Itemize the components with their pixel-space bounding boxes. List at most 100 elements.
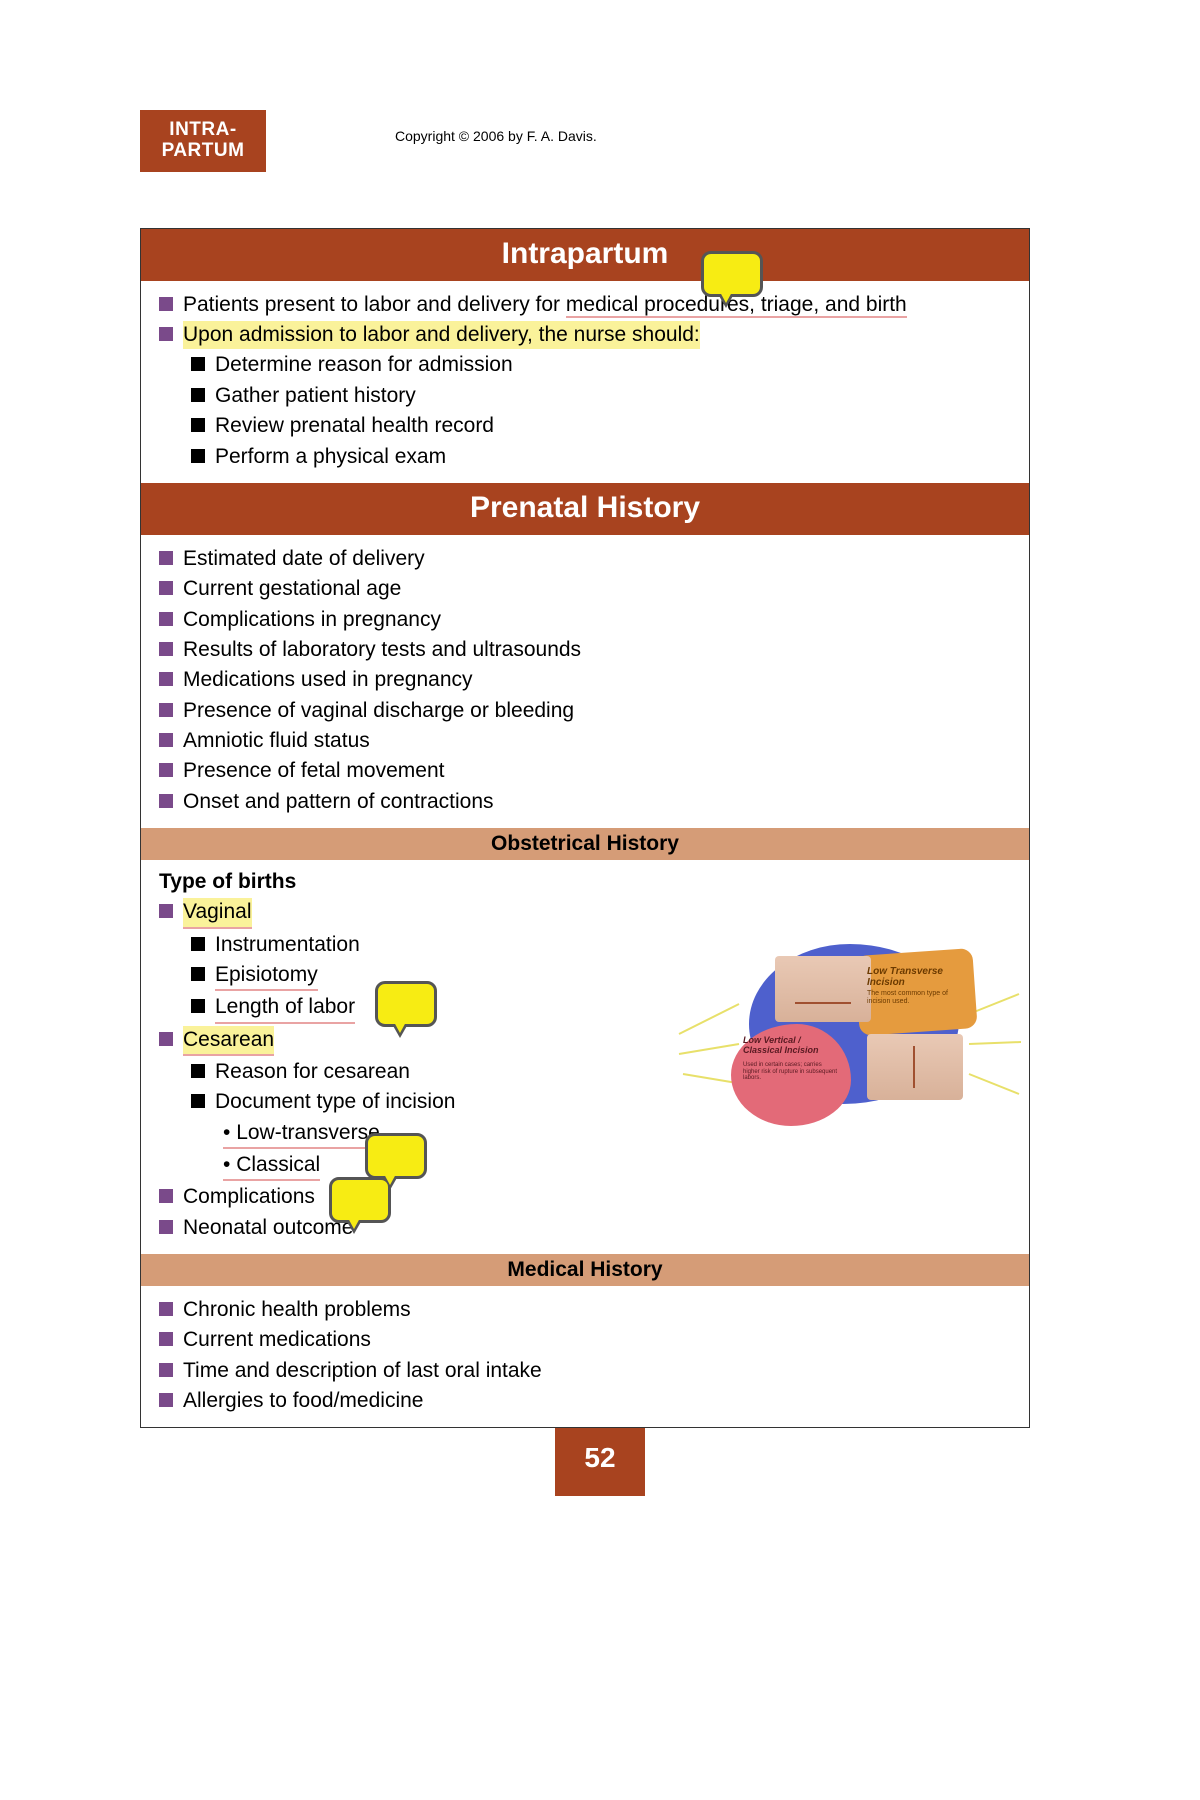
section-tab: INTRA- PARTUM bbox=[140, 110, 266, 172]
intrapartum-body: Patients present to labor and delivery f… bbox=[141, 281, 1029, 483]
comment-icon[interactable] bbox=[365, 1133, 427, 1179]
list-item: Estimated date of delivery bbox=[159, 545, 1011, 573]
intrapartum-header: Intrapartum bbox=[141, 229, 1029, 281]
list-item: Current gestational age bbox=[159, 575, 1011, 603]
list-item: Review prenatal health record bbox=[191, 412, 1011, 440]
square-bullet-icon bbox=[159, 297, 173, 311]
square-bullet-icon bbox=[159, 763, 173, 777]
list-item: Complications of birth bbox=[159, 1183, 1011, 1211]
square-bullet-icon bbox=[159, 1032, 173, 1046]
square-bullet-icon bbox=[159, 1332, 173, 1346]
square-bullet-icon bbox=[191, 1094, 205, 1108]
comment-icon[interactable] bbox=[329, 1177, 391, 1223]
text: Determine reason for admission bbox=[215, 351, 513, 379]
list-item: Vaginal bbox=[159, 898, 1011, 928]
list-item: Current medications bbox=[159, 1326, 1011, 1354]
text: Amniotic fluid status bbox=[183, 727, 370, 755]
square-bullet-icon bbox=[159, 672, 173, 686]
text: Medications used in pregnancy bbox=[183, 666, 473, 694]
square-bullet-icon bbox=[159, 581, 173, 595]
list-item: Onset and pattern of contractions bbox=[159, 788, 1011, 816]
square-bullet-icon bbox=[159, 1393, 173, 1407]
comment-icon[interactable] bbox=[375, 981, 437, 1027]
text: Estimated date of delivery bbox=[183, 545, 425, 573]
text-frag: Complications bbox=[183, 1185, 321, 1208]
obstetrical-body: Low Transverse Incision The most common … bbox=[141, 860, 1029, 1254]
text: Complications in pregnancy bbox=[183, 606, 441, 634]
document-page: INTRA- PARTUM Copyright © 2006 by F. A. … bbox=[0, 0, 1200, 1556]
square-bullet-icon bbox=[191, 1064, 205, 1078]
square-bullet-icon bbox=[191, 418, 205, 432]
highlighted-text: Cesarean bbox=[183, 1026, 274, 1056]
text-frag: Patients present to labor and delivery f… bbox=[183, 293, 566, 316]
underlined-text: Low-transverse bbox=[223, 1119, 380, 1149]
list-item: Presence of vaginal discharge or bleedin… bbox=[159, 697, 1011, 725]
incision-photo-vertical bbox=[867, 1034, 963, 1100]
text: Instrumentation bbox=[215, 931, 360, 959]
square-bullet-icon bbox=[191, 388, 205, 402]
square-bullet-icon bbox=[159, 1302, 173, 1316]
underlined-text: Classical bbox=[223, 1151, 320, 1181]
list-item: Upon admission to labor and delivery, th… bbox=[159, 321, 1011, 349]
square-bullet-icon bbox=[159, 1189, 173, 1203]
square-bullet-icon bbox=[159, 612, 173, 626]
prenatal-header: Prenatal History bbox=[141, 483, 1029, 535]
list-item: Patients present to labor and delivery f… bbox=[159, 291, 1011, 319]
list-item: Neonatal outcome bbox=[159, 1214, 1011, 1242]
list-item: Chronic health problems bbox=[159, 1296, 1011, 1324]
prenatal-body: Estimated date of delivery Current gesta… bbox=[141, 535, 1029, 828]
square-bullet-icon bbox=[191, 937, 205, 951]
fig-sublabel: Used in certain cases; carries higher ri… bbox=[743, 1062, 839, 1082]
text: Time and description of last oral intake bbox=[183, 1357, 542, 1385]
text: Reason for cesarean bbox=[215, 1058, 410, 1086]
list-item: Complications in pregnancy bbox=[159, 606, 1011, 634]
text: Presence of vaginal discharge or bleedin… bbox=[183, 697, 574, 725]
text: Patients present to labor and delivery f… bbox=[183, 291, 907, 319]
medical-body: Chronic health problems Current medicati… bbox=[141, 1286, 1029, 1427]
list-item: Length of labor bbox=[191, 993, 1011, 1023]
page-number: 52 bbox=[555, 1428, 645, 1496]
highlighted-text: Upon admission to labor and delivery, th… bbox=[183, 321, 700, 349]
type-of-births-heading: Type of births bbox=[159, 868, 1011, 896]
medical-subheader: Medical History bbox=[141, 1254, 1029, 1286]
list-item: Results of laboratory tests and ultrasou… bbox=[159, 636, 1011, 664]
list-item: Presence of fetal movement bbox=[159, 757, 1011, 785]
text: Current medications bbox=[183, 1326, 371, 1354]
tab-line2: PARTUM bbox=[154, 141, 252, 162]
square-bullet-icon bbox=[191, 967, 205, 981]
obstetrical-subheader: Obstetrical History bbox=[141, 828, 1029, 860]
text: Perform a physical exam bbox=[215, 443, 446, 471]
text: Gather patient history bbox=[215, 382, 416, 410]
comment-icon[interactable] bbox=[701, 251, 763, 297]
incision-figure: Low Transverse Incision The most common … bbox=[709, 934, 989, 1134]
scar-line bbox=[913, 1046, 915, 1088]
text: Results of laboratory tests and ultrasou… bbox=[183, 636, 581, 664]
square-bullet-icon bbox=[159, 642, 173, 656]
square-bullet-icon bbox=[159, 327, 173, 341]
text: Review prenatal health record bbox=[215, 412, 494, 440]
square-bullet-icon bbox=[159, 1220, 173, 1234]
text: Presence of fetal movement bbox=[183, 757, 444, 785]
square-bullet-icon bbox=[191, 357, 205, 371]
list-item: Time and description of last oral intake bbox=[159, 1357, 1011, 1385]
text: Allergies to food/medicine bbox=[183, 1387, 423, 1415]
square-bullet-icon bbox=[159, 551, 173, 565]
square-bullet-icon bbox=[159, 733, 173, 747]
list-item: Medications used in pregnancy bbox=[159, 666, 1011, 694]
list-item: Determine reason for admission bbox=[191, 351, 1011, 379]
highlighted-text: Vaginal bbox=[183, 898, 252, 928]
square-bullet-icon bbox=[159, 703, 173, 717]
square-bullet-icon bbox=[159, 904, 173, 918]
list-item: Gather patient history bbox=[191, 382, 1011, 410]
text: Chronic health problems bbox=[183, 1296, 411, 1324]
text: Neonatal outcome bbox=[183, 1214, 353, 1242]
fig-label: Low Transverse Incision bbox=[867, 966, 967, 988]
content-card: Intrapartum Patients present to labor an… bbox=[140, 228, 1030, 1429]
underlined-text: Episiotomy bbox=[215, 961, 318, 991]
list-item: Allergies to food/medicine bbox=[159, 1387, 1011, 1415]
text: Onset and pattern of contractions bbox=[183, 788, 494, 816]
square-bullet-icon bbox=[159, 1363, 173, 1377]
square-bullet-icon bbox=[191, 999, 205, 1013]
text: Current gestational age bbox=[183, 575, 401, 603]
fig-label: Low Vertical / Classical Incision bbox=[743, 1036, 833, 1056]
